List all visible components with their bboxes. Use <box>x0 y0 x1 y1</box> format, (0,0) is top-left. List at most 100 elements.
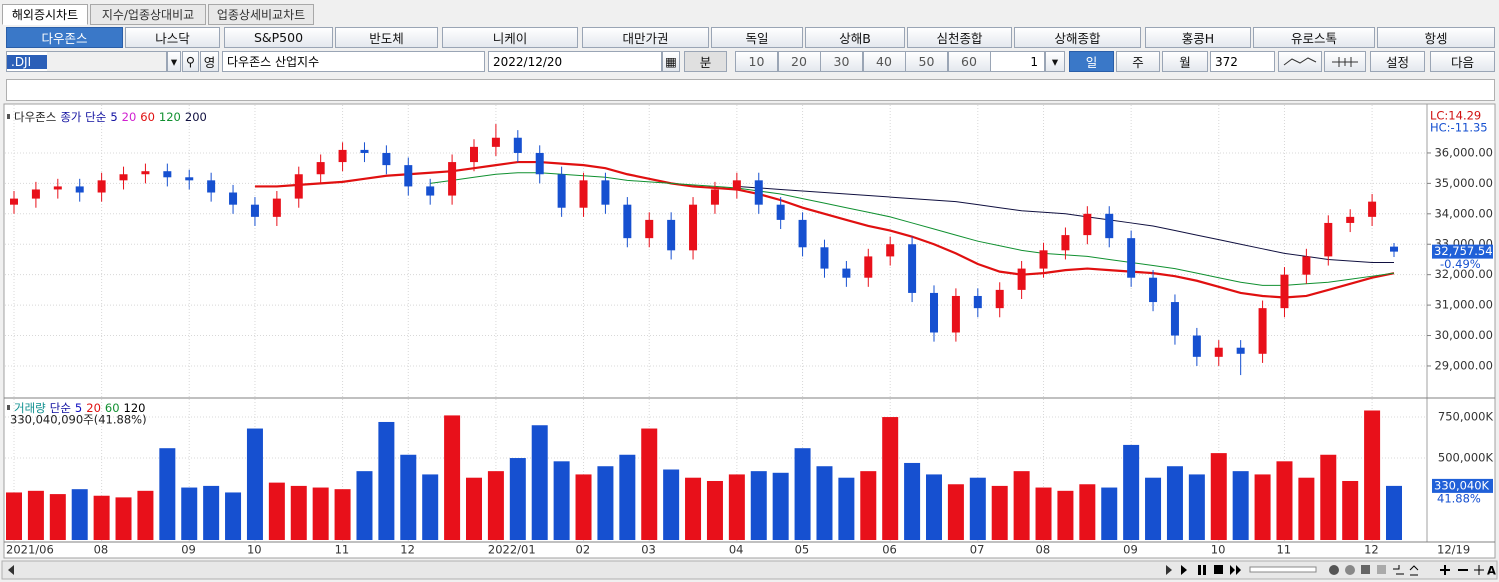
volume-bar <box>422 474 439 540</box>
period-button[interactable]: 일 <box>1069 51 1114 72</box>
candle-style-button[interactable] <box>1324 51 1366 72</box>
scrollbar[interactable] <box>1 560 1498 580</box>
legend-item: 120 <box>159 110 181 124</box>
zoom-slider[interactable] <box>1249 566 1317 573</box>
x-tick-label: 11 <box>1276 543 1291 557</box>
x-tick-label: 2021/06 <box>6 543 54 557</box>
count-input[interactable]: 372 <box>1210 51 1275 72</box>
index-button[interactable]: 다우존스 <box>6 27 123 48</box>
index-button[interactable]: 상해종합 <box>1014 27 1141 48</box>
tab[interactable]: 해외증시차트 <box>2 4 88 25</box>
volume-bar <box>969 477 986 540</box>
candle-body <box>75 186 84 193</box>
x-tick-label: 09 <box>181 543 196 557</box>
index-button[interactable]: 상해B <box>805 27 905 48</box>
y-tick-label: 750,000K <box>1438 410 1494 424</box>
minute-option[interactable]: 30 <box>820 51 863 72</box>
index-button[interactable]: 심천종합 <box>907 27 1012 48</box>
volume-bar <box>1342 480 1359 540</box>
index-button[interactable]: 대만가권 <box>582 27 709 48</box>
play[interactable] <box>1181 565 1187 575</box>
legend-marker <box>7 114 10 119</box>
minute-button[interactable]: 분 <box>684 51 727 72</box>
volume-bar <box>750 471 767 540</box>
date-input[interactable]: 2022/12/20 <box>488 51 662 72</box>
tool-icon-b[interactable] <box>1361 565 1370 574</box>
fast-forward[interactable] <box>1230 565 1241 575</box>
hc-label: HC:-11.35 <box>1430 121 1488 135</box>
index-button[interactable]: 반도체 <box>335 27 438 48</box>
volume-marker <box>1432 478 1493 493</box>
tab[interactable]: 업종상세비교차트 <box>208 4 314 25</box>
x-last-date: 12/19 <box>1437 543 1470 557</box>
candle-body <box>1214 347 1223 357</box>
period-button[interactable]: 주 <box>1116 51 1160 72</box>
change-label: -0.49% <box>1440 257 1481 271</box>
y-tick-label: 35,000.00 <box>1434 176 1493 190</box>
index-button[interactable]: 나스닥 <box>125 27 220 48</box>
candle-body <box>229 192 238 205</box>
volume-bar <box>838 477 855 540</box>
minute-option[interactable]: 50 <box>905 51 948 72</box>
period-button[interactable]: 월 <box>1162 51 1208 72</box>
unit-dropdown[interactable]: ▾ <box>1045 51 1065 72</box>
candle-body <box>1083 213 1092 236</box>
legend-title: 거래량 <box>14 401 46 415</box>
lang-button[interactable]: 영 <box>200 51 219 72</box>
minute-option[interactable]: 40 <box>862 51 906 72</box>
crosshair[interactable] <box>1474 565 1484 575</box>
volume-bar <box>685 477 702 540</box>
candle-body <box>294 174 303 199</box>
search-button[interactable]: ⚲ <box>182 51 199 72</box>
volume-bar <box>663 469 680 540</box>
index-button[interactable]: 항셍 <box>1377 27 1495 48</box>
pause[interactable] <box>1198 565 1201 575</box>
zoom-in[interactable] <box>1440 565 1450 575</box>
tool-icon[interactable] <box>1329 565 1339 575</box>
minute-option[interactable]: 60 <box>947 51 991 72</box>
candle-body <box>689 204 698 251</box>
price-marker-label: 32,757.54 <box>1434 244 1493 258</box>
candle-body <box>338 149 347 163</box>
index-button[interactable]: 독일 <box>711 27 803 48</box>
candle-body <box>557 174 566 208</box>
text-tool[interactable]: A <box>1487 564 1496 578</box>
symbol-dropdown[interactable]: ▾ <box>167 51 181 72</box>
candle-body <box>1192 335 1201 357</box>
tool-icon-d[interactable] <box>1393 565 1404 575</box>
volume-bar <box>882 417 899 540</box>
symbol-input[interactable]: .DJI <box>6 51 167 72</box>
candle-body <box>1170 302 1179 336</box>
volume-pct-label: 41.88% <box>1437 491 1481 505</box>
settings-icon[interactable] <box>1345 565 1355 575</box>
candle-body <box>798 219 807 248</box>
index-button[interactable]: 홍콩H <box>1145 27 1251 48</box>
volume-bar <box>6 492 22 540</box>
index-button[interactable]: S&P500 <box>224 27 333 48</box>
minute-option[interactable]: 10 <box>735 51 778 72</box>
candle-body <box>710 189 719 205</box>
candle-body <box>250 204 259 217</box>
volume-bar <box>1320 454 1337 540</box>
candle-body <box>119 174 128 181</box>
candle-body <box>185 177 194 181</box>
volume-bar <box>1079 484 1096 540</box>
unit-input[interactable]: 1 <box>990 51 1045 72</box>
index-button[interactable]: 유로스톡 <box>1253 27 1375 48</box>
next-button[interactable]: 다음 <box>1430 51 1495 72</box>
tool-icon-c[interactable] <box>1377 565 1386 574</box>
volume-bar <box>444 415 461 540</box>
chart-style-button[interactable] <box>1278 51 1322 72</box>
tab[interactable]: 지수/업종상대비교 <box>90 4 206 25</box>
volume-bar <box>1276 461 1293 540</box>
settings-button[interactable]: 설정 <box>1370 51 1425 72</box>
index-button[interactable]: 니케이 <box>442 27 578 48</box>
scroll-right[interactable] <box>1166 565 1172 575</box>
candle-body <box>97 180 106 193</box>
volume-bar <box>1013 471 1030 540</box>
tool-icon-e[interactable] <box>1409 565 1419 576</box>
stop[interactable] <box>1214 565 1223 574</box>
calendar-button[interactable]: ▦ <box>662 51 680 72</box>
x-tick-label: 11 <box>335 543 350 557</box>
scroll-left[interactable] <box>8 565 14 575</box>
